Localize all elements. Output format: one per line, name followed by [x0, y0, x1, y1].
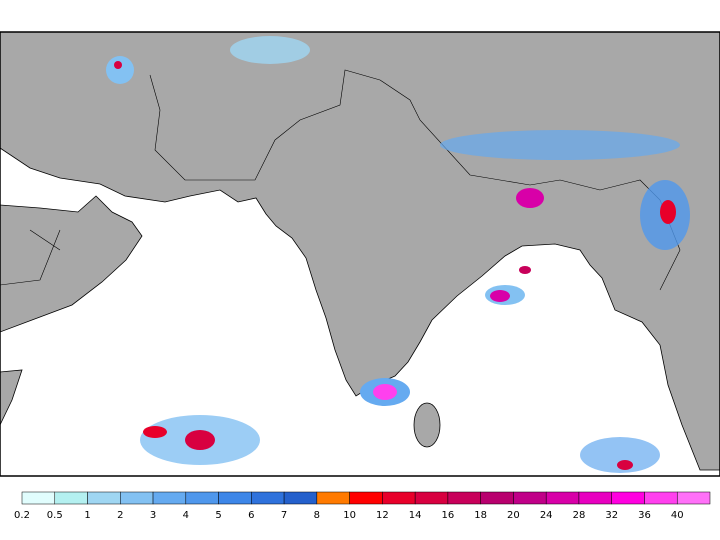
colorbar-label: 0.2 — [14, 510, 30, 521]
colorbar-label: 8 — [314, 510, 320, 521]
colorbar-label: 6 — [248, 510, 254, 521]
borders — [0, 69, 681, 291]
colorbar-label: 18 — [474, 510, 487, 521]
colorbar-label: 1 — [84, 510, 90, 521]
colorbar-cell — [120, 491, 154, 505]
colorbar-cell — [382, 491, 416, 505]
colorbar-label: 3 — [150, 510, 156, 521]
colorbar-label: 14 — [409, 510, 422, 521]
colorbar-cell — [152, 491, 187, 505]
colorbar-cell — [21, 491, 56, 505]
precipitation — [106, 36, 690, 473]
colorbar-label: 36 — [638, 510, 651, 521]
colorbar-cell — [545, 491, 580, 505]
colorbar-cell — [611, 491, 645, 505]
colorbar-label: 32 — [605, 510, 618, 521]
colorbar-label: 16 — [442, 510, 455, 521]
map — [0, 31, 720, 477]
colorbar-cell — [480, 491, 514, 505]
colorbar-label: 24 — [540, 510, 553, 521]
colorbar-cell — [644, 491, 678, 505]
colorbar-cell — [316, 491, 350, 505]
colorbar-label: 5 — [215, 510, 221, 521]
colorbar-cell — [251, 491, 285, 505]
map-frame — [0, 31, 720, 477]
colorbar-label: 0.5 — [47, 510, 63, 521]
land — [0, 195, 143, 333]
colorbar-label: 28 — [573, 510, 586, 521]
colorbar-cell — [578, 491, 612, 505]
colorbar-cell — [447, 491, 481, 505]
colorbar-cell — [414, 491, 449, 505]
land — [0, 369, 23, 426]
colorbar-label: 4 — [183, 510, 189, 521]
colorbar-label: 40 — [671, 510, 684, 521]
colorbar-cell — [283, 491, 318, 505]
island — [413, 402, 441, 448]
colorbar-cell — [54, 491, 88, 505]
colorbar-label: 2 — [117, 510, 123, 521]
colorbar-cell — [349, 491, 383, 505]
colorbar-cell — [513, 491, 547, 505]
colorbar-cell — [87, 491, 121, 505]
colorbar-cell — [676, 491, 711, 505]
colorbar-label: 20 — [507, 510, 520, 521]
colorbar-label: 10 — [343, 510, 356, 521]
colorbar: 0.2 0.5 1 2 3 4 5 6 7 8 10 12 14 16 18 20 24 28 32 36 40 — [14, 491, 711, 521]
colorbar-label: 7 — [281, 510, 287, 521]
colorbar-cell — [185, 491, 219, 505]
colorbar-label: 12 — [376, 510, 389, 521]
colorbar-cell — [218, 491, 252, 505]
